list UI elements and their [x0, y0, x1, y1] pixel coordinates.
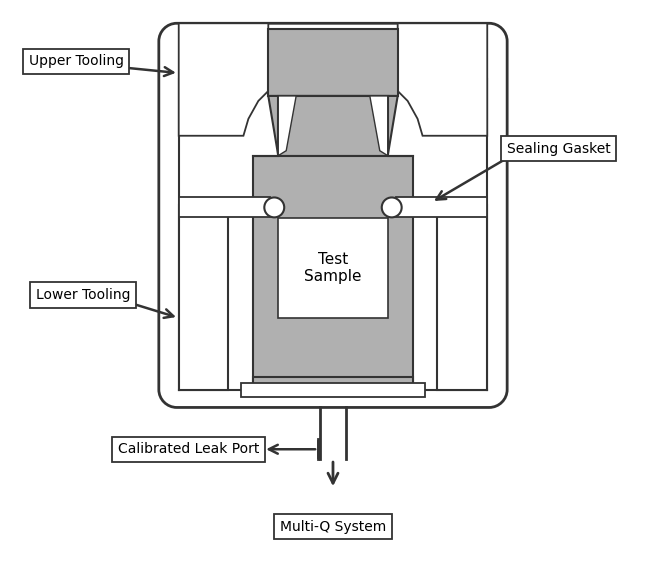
Polygon shape: [278, 96, 388, 156]
Polygon shape: [278, 96, 296, 156]
Polygon shape: [268, 96, 398, 156]
Text: Sealing Gasket: Sealing Gasket: [507, 142, 611, 156]
Polygon shape: [278, 218, 388, 318]
Text: Upper Tooling: Upper Tooling: [28, 54, 124, 68]
Polygon shape: [396, 198, 487, 218]
Polygon shape: [438, 205, 487, 390]
Polygon shape: [370, 96, 388, 156]
Circle shape: [264, 198, 284, 218]
Polygon shape: [268, 29, 398, 96]
Polygon shape: [254, 156, 412, 384]
Polygon shape: [254, 377, 412, 387]
Polygon shape: [398, 23, 487, 136]
PathPatch shape: [159, 23, 507, 407]
Polygon shape: [179, 205, 228, 390]
Circle shape: [382, 198, 402, 218]
Polygon shape: [179, 198, 270, 218]
Text: Test
Sample: Test Sample: [305, 252, 361, 284]
Text: Calibrated Leak Port: Calibrated Leak Port: [118, 442, 260, 456]
Polygon shape: [179, 23, 268, 136]
Polygon shape: [242, 383, 424, 397]
Text: Multi-Q System: Multi-Q System: [280, 520, 386, 534]
Text: Lower Tooling: Lower Tooling: [36, 288, 130, 302]
